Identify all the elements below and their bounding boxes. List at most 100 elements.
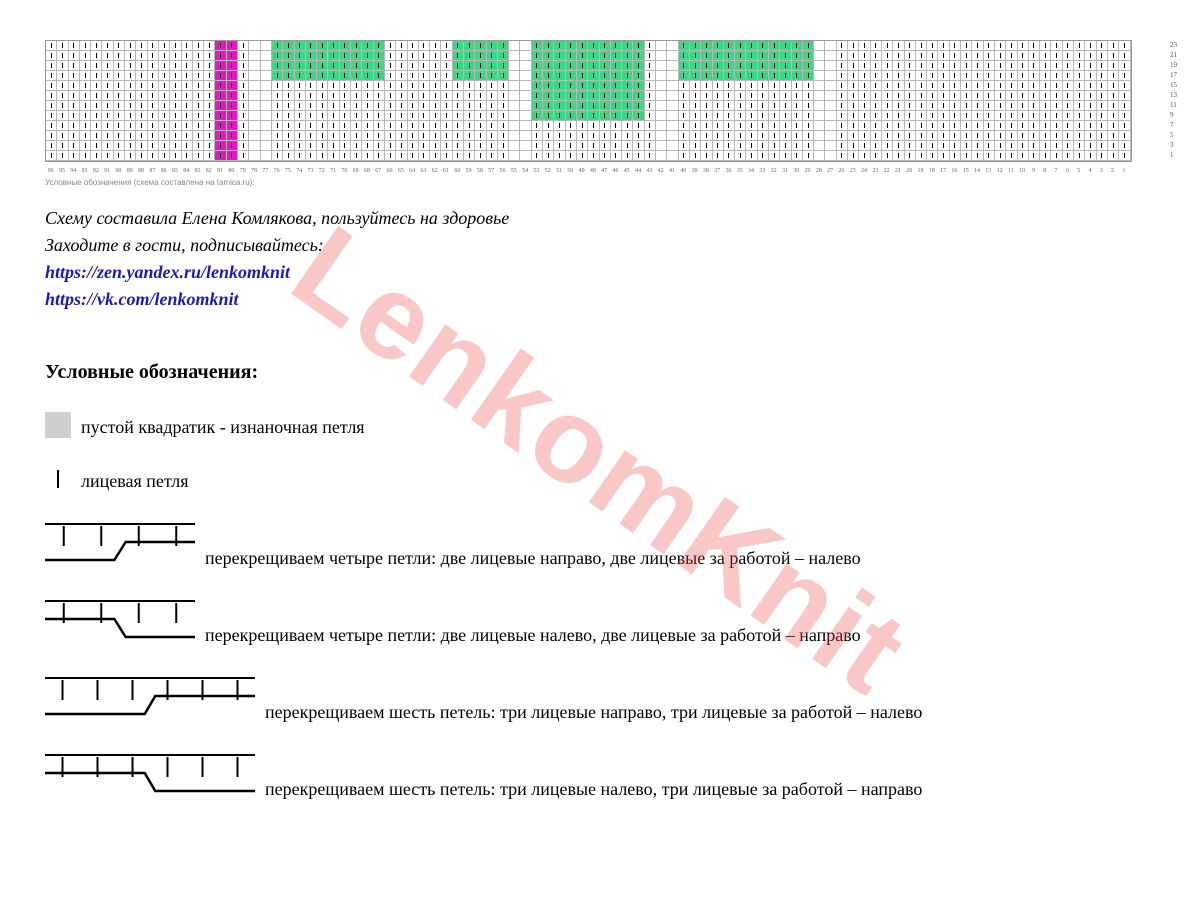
chart-cell — [91, 71, 102, 81]
col-label: 33 — [757, 168, 768, 174]
col-label: 72 — [316, 168, 327, 174]
chart-cell — [464, 71, 475, 81]
chart-cell — [577, 91, 588, 101]
chart-cell — [170, 91, 181, 101]
chart-cell — [905, 41, 916, 51]
chart-cell — [227, 91, 238, 101]
chart-cell — [848, 51, 859, 61]
chart-cell — [961, 41, 972, 51]
chart-cell — [170, 151, 181, 161]
chart-cell — [80, 71, 91, 81]
chart-cell — [520, 71, 531, 81]
chart-cell — [859, 131, 870, 141]
chart-cell — [1063, 41, 1074, 51]
chart-cell — [532, 41, 543, 51]
chart-cell — [735, 51, 746, 61]
chart-cell — [690, 91, 701, 101]
credit-link-zen[interactable]: https://zen.yandex.ru/lenkomknit — [45, 262, 290, 282]
chart-cell — [927, 81, 938, 91]
chart-cell — [193, 91, 204, 101]
col-label: 70 — [339, 168, 350, 174]
chart-cell — [905, 81, 916, 91]
chart-cell — [498, 131, 509, 141]
chart-cell — [193, 71, 204, 81]
chart-cell — [498, 101, 509, 111]
chart-cell — [125, 41, 136, 51]
chart-container: 2321191715131197531 — [45, 40, 1155, 162]
chart-cell — [1040, 101, 1051, 111]
chart-cell — [735, 111, 746, 121]
col-label: 77 — [260, 168, 271, 174]
chart-cell — [1006, 111, 1017, 121]
chart-cell — [306, 41, 317, 51]
chart-cell — [848, 141, 859, 151]
chart-cell — [1085, 61, 1096, 71]
chart-cell — [419, 61, 430, 71]
col-label: 41 — [666, 168, 677, 174]
chart-cell — [441, 41, 452, 51]
chart-cell — [667, 121, 678, 131]
chart-cell — [588, 51, 599, 61]
chart-cell — [848, 81, 859, 91]
chart-cell — [136, 71, 147, 81]
col-label: 62 — [429, 168, 440, 174]
chart-cell — [577, 51, 588, 61]
chart-cell — [893, 81, 904, 91]
col-label: 43 — [644, 168, 655, 174]
chart-cell — [1063, 71, 1074, 81]
chart-cell — [204, 81, 215, 91]
col-label: 80 — [226, 168, 237, 174]
chart-cell — [396, 81, 407, 91]
credit-link-vk[interactable]: https://vk.com/lenkomknit — [45, 289, 239, 309]
chart-cell — [408, 151, 419, 161]
chart-cell — [204, 61, 215, 71]
chart-cell — [611, 101, 622, 111]
chart-cell — [430, 41, 441, 51]
chart-cell — [159, 91, 170, 101]
chart-cell — [1063, 61, 1074, 71]
chart-cell — [588, 101, 599, 111]
chart-cell — [261, 81, 272, 91]
chart-cell — [566, 41, 577, 51]
chart-cell — [351, 71, 362, 81]
chart-cell — [667, 51, 678, 61]
chart-cell — [317, 151, 328, 161]
chart-cell — [554, 81, 565, 91]
col-label: 86 — [158, 168, 169, 174]
legend-item-text: лицевая петля — [81, 471, 189, 492]
chart-cell — [780, 61, 791, 71]
chart-cell — [1119, 61, 1130, 71]
chart-cell — [317, 71, 328, 81]
chart-cell — [487, 41, 498, 51]
chart-cell — [724, 101, 735, 111]
chart-cell — [57, 51, 68, 61]
chart-cell — [295, 61, 306, 71]
col-label: 94 — [68, 168, 79, 174]
chart-cell — [419, 121, 430, 131]
chart-cell — [679, 141, 690, 151]
chart-cell — [543, 111, 554, 121]
chart-cell — [837, 71, 848, 81]
chart-cell — [1085, 151, 1096, 161]
chart-cell — [430, 71, 441, 81]
chart-cell — [554, 131, 565, 141]
chart-cell — [543, 141, 554, 151]
chart-cell — [746, 61, 757, 71]
chart-cell — [1119, 91, 1130, 101]
chart-cell — [656, 51, 667, 61]
chart-cell — [1085, 91, 1096, 101]
chart-cell — [46, 91, 57, 101]
chart-cell — [735, 141, 746, 151]
chart-cell — [938, 141, 949, 151]
chart-cell — [961, 101, 972, 111]
chart-cell — [419, 101, 430, 111]
chart-cell — [498, 61, 509, 71]
chart-cell — [238, 41, 249, 51]
chart-cell — [1074, 131, 1085, 141]
chart-cell — [1018, 101, 1029, 111]
chart-cell — [69, 101, 80, 111]
chart-cell — [667, 71, 678, 81]
chart-cell — [972, 81, 983, 91]
chart-cell — [690, 111, 701, 121]
chart-cell — [238, 61, 249, 71]
